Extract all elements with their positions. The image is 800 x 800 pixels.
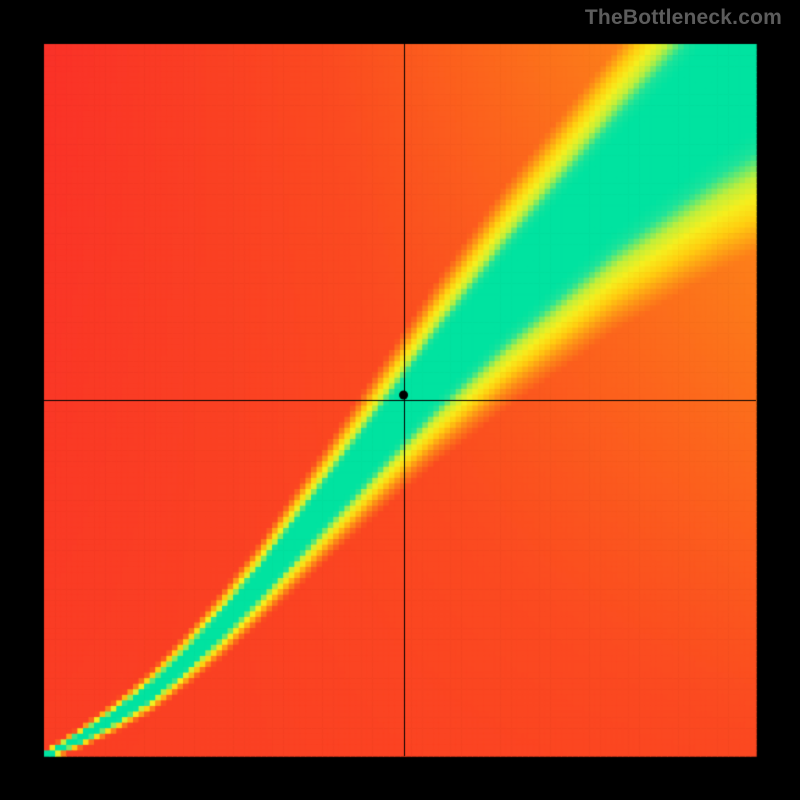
chart-container: TheBottleneck.com (0, 0, 800, 800)
watermark-label: TheBottleneck.com (585, 6, 782, 30)
gradient-heatmap-canvas (0, 0, 800, 800)
